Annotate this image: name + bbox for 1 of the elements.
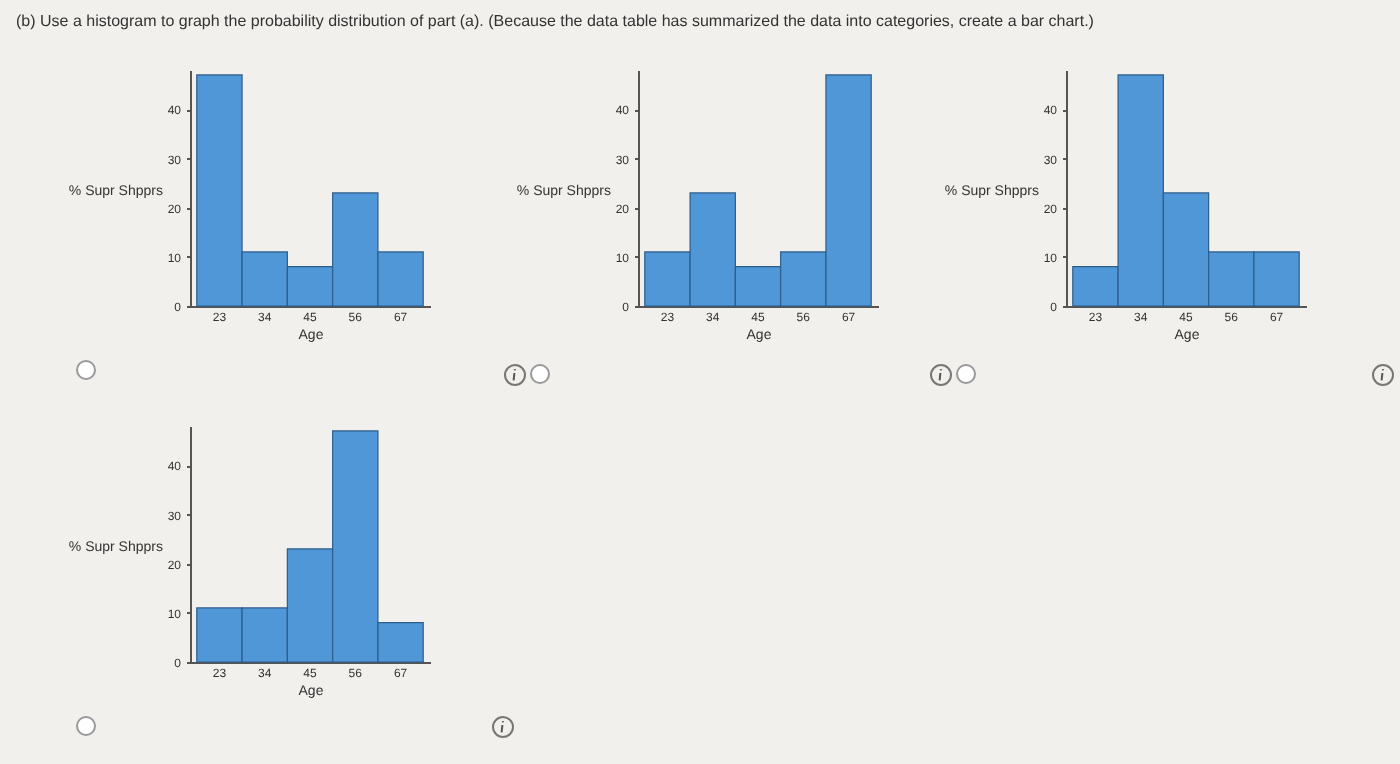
text: (b) Use a histogram to graph the probability distribution of part (a). (Because the data table has summarized the data into categories, create a bar chart.) (16, 12, 1096, 30)
